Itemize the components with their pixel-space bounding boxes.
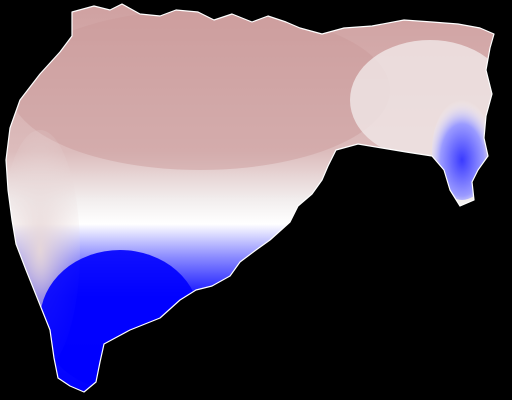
northern-plateau-shade: [10, 10, 390, 170]
state-outline: [5, 3, 495, 393]
